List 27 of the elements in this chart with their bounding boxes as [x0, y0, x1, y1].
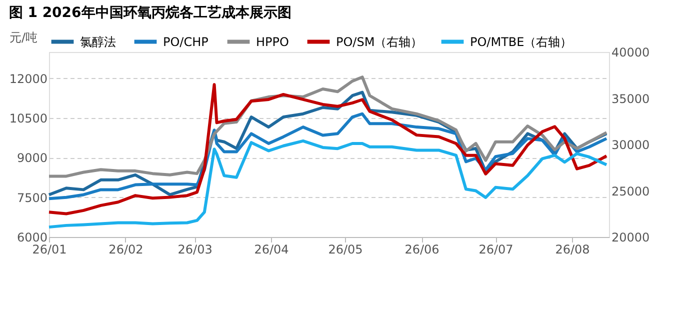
- x-tick-label: 26/02: [108, 242, 144, 256]
- y-tick-label: 10500: [9, 112, 48, 126]
- x-tick-label: 26/01: [32, 242, 67, 256]
- y2-tick-label: 20000: [612, 230, 650, 244]
- y-tick-label: 6000: [16, 230, 48, 244]
- legend-label: PO/SM（右轴）: [336, 34, 423, 49]
- legend-label: PO/CHP: [163, 34, 208, 49]
- chart-title: 图 1 2026年中国环氧丙烷各工艺成本展示图: [8, 5, 292, 21]
- x-tick-label: 26/07: [478, 242, 514, 256]
- y2-tick-label: 30000: [612, 138, 650, 152]
- legend-label: PO/MTBE（右轴）: [470, 34, 572, 49]
- legend-label: HPPO: [256, 34, 289, 49]
- line-series: [48, 139, 608, 229]
- x-tick-label: 26/05: [328, 242, 363, 256]
- line-series: [48, 83, 608, 216]
- x-tick-label: 26/08: [555, 242, 590, 256]
- x-tick-label: 26/04: [254, 242, 289, 256]
- y-tick-label: 12000: [9, 72, 48, 86]
- y-tick-label: 9000: [16, 151, 48, 166]
- x-tick-label: 26/03: [178, 242, 212, 256]
- y2-tick-label: 35000: [612, 92, 650, 106]
- y2-tick-label: 40000: [612, 46, 650, 60]
- y-tick-label: 7500: [16, 190, 48, 205]
- y2-tick-label: 25000: [612, 184, 650, 198]
- x-tick-label: 26/06: [404, 242, 440, 256]
- y-axis-title: 元/吨: [10, 30, 38, 44]
- legend-label: 氯醇法: [80, 34, 116, 49]
